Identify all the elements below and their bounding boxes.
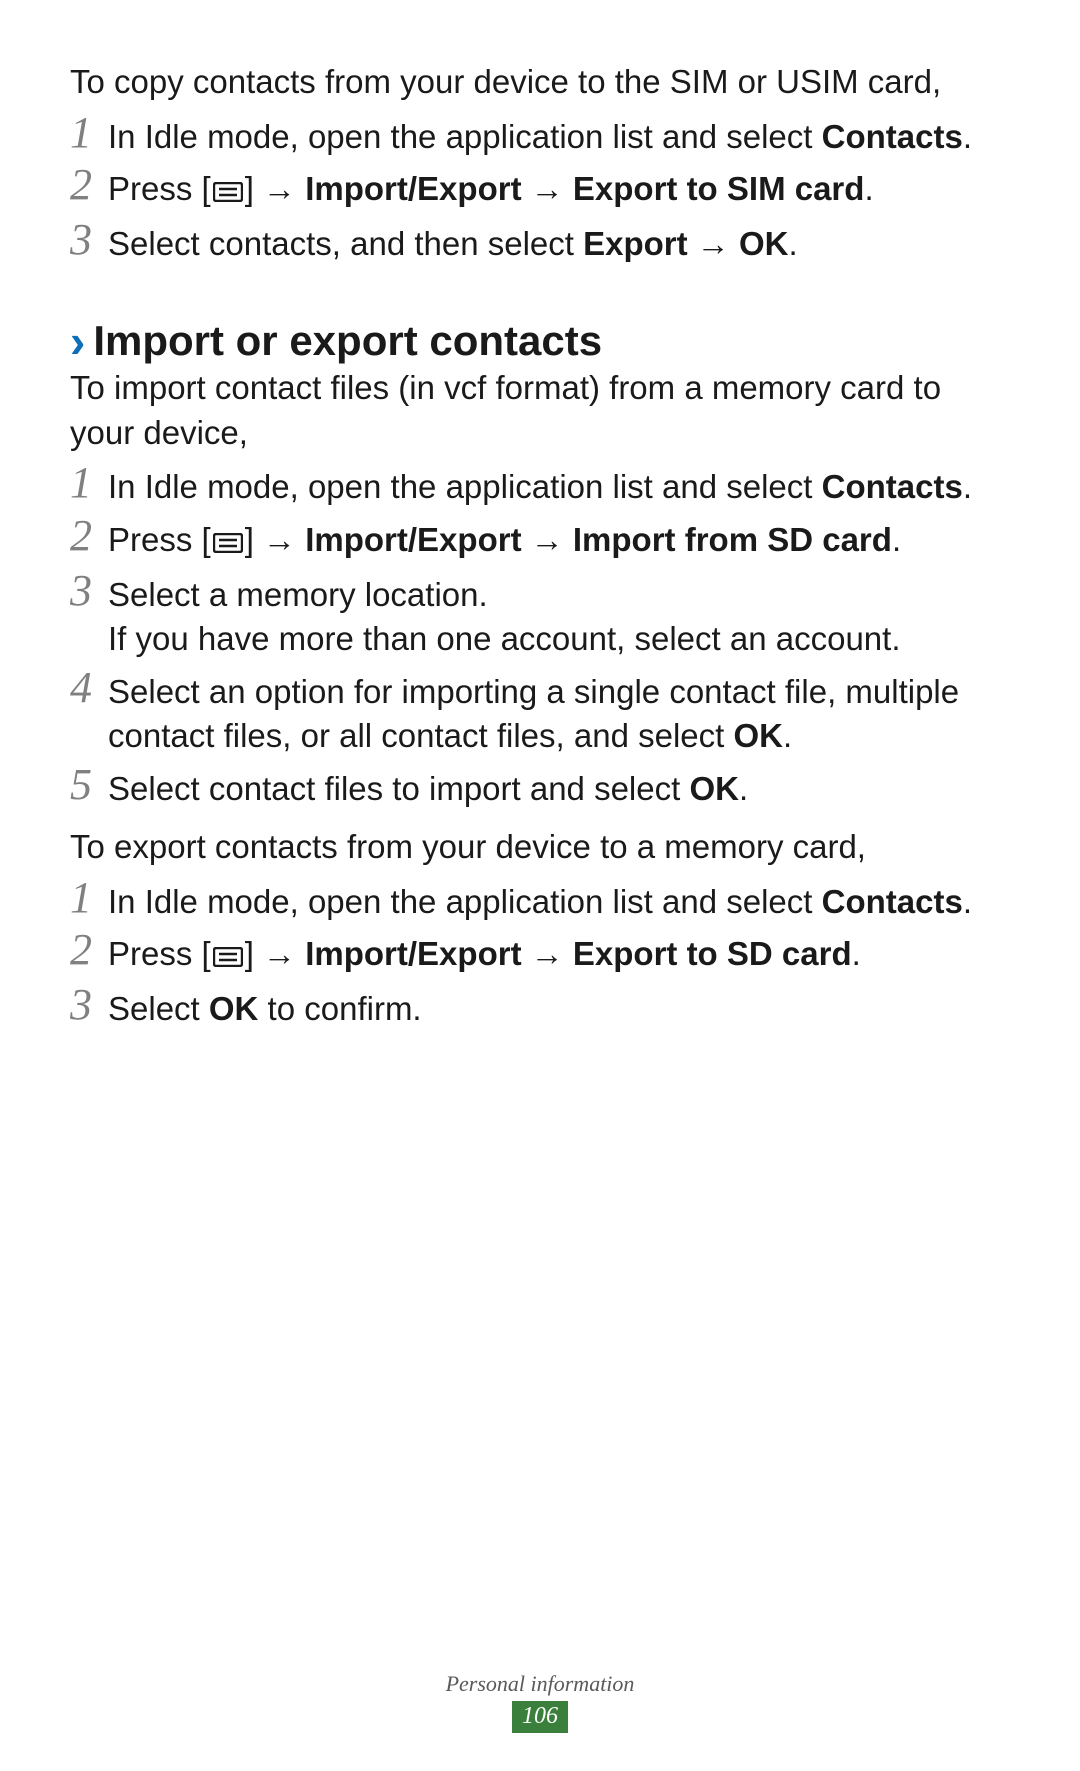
step: 3 Select OK to confirm.: [70, 987, 1010, 1032]
step: 2 Press [] → Import/Export → Export to S…: [70, 167, 1010, 214]
text: Select contact files to import and selec…: [108, 770, 689, 807]
bold-text: Contacts: [822, 468, 963, 505]
manual-page: To copy contacts from your device to the…: [0, 0, 1080, 1771]
text: Press [: [108, 521, 211, 558]
step: 3 Select a memory location. If you have …: [70, 573, 1010, 662]
step: 1 In Idle mode, open the application lis…: [70, 880, 1010, 925]
step-text: Select contact files to import and selec…: [108, 767, 1010, 812]
bold-text: OK: [733, 717, 783, 754]
bold-text: Import/Export → Export to SIM card: [305, 170, 864, 207]
text: Select: [108, 990, 209, 1027]
text: Select a memory location.: [108, 576, 488, 613]
step-number: 3: [70, 983, 108, 1027]
text: .: [892, 521, 901, 558]
text: ] →: [245, 935, 306, 972]
step-text: Select OK to confirm.: [108, 987, 1010, 1032]
step-text: In Idle mode, open the application list …: [108, 115, 1010, 160]
intro-export-to-card: To export contacts from your device to a…: [70, 825, 1010, 870]
step-text: Press [ ] → Import/Export → Export to SIM…: [108, 167, 1010, 214]
text: ] →: [245, 170, 306, 207]
step: 3 Select contacts, and then select Expor…: [70, 222, 1010, 267]
text: .: [852, 935, 861, 972]
step-text: Select an option for importing a single …: [108, 670, 1010, 759]
step: 5 Select contact files to import and sel…: [70, 767, 1010, 812]
step-number: 1: [70, 111, 108, 155]
bold-text: OK: [209, 990, 259, 1027]
text: In Idle mode, open the application list …: [108, 118, 822, 155]
step-text: Select contacts, and then select Export …: [108, 222, 1010, 267]
page-number-badge: 106: [512, 1701, 568, 1733]
step-text: Select a memory location. If you have mo…: [108, 573, 1010, 662]
bold-text: OK: [689, 770, 739, 807]
step-number: 3: [70, 218, 108, 262]
step-number: 2: [70, 928, 108, 972]
bold-text: Import/Export → Export to SD card: [305, 935, 851, 972]
text: In Idle mode, open the application list …: [108, 883, 822, 920]
step-text: Press [ ] → Import/Export → Export to SD …: [108, 932, 1010, 979]
menu-icon: [213, 169, 243, 214]
step-number: 4: [70, 666, 108, 710]
section-title: Import or export contacts: [93, 318, 602, 364]
step-number: 1: [70, 876, 108, 920]
menu-icon: [213, 934, 243, 979]
text: .: [783, 717, 792, 754]
step: 1 In Idle mode, open the application lis…: [70, 465, 1010, 510]
step: 2 Press [] → Import/Export → Import from…: [70, 518, 1010, 565]
text: .: [963, 883, 972, 920]
step-number: 3: [70, 569, 108, 613]
text: If you have more than one account, selec…: [108, 620, 901, 657]
text: Press [: [108, 170, 211, 207]
text: .: [963, 118, 972, 155]
step: 1 In Idle mode, open the application lis…: [70, 115, 1010, 160]
step-number: 2: [70, 514, 108, 558]
text: .: [864, 170, 873, 207]
menu-icon: [213, 520, 243, 565]
text: .: [963, 468, 972, 505]
bold-text: Contacts: [822, 883, 963, 920]
page-footer: Personal information 106: [0, 1671, 1080, 1733]
bold-text: Contacts: [822, 118, 963, 155]
section-heading: › Import or export contacts: [70, 318, 1010, 364]
step: 2 Press [] → Import/Export → Export to S…: [70, 932, 1010, 979]
step: 4 Select an option for importing a singl…: [70, 670, 1010, 759]
intro-copy-to-sim: To copy contacts from your device to the…: [70, 60, 1010, 105]
text: Select contacts, and then select: [108, 225, 583, 262]
step-text: Press [ ] → Import/Export → Import from S…: [108, 518, 1010, 565]
chevron-icon: ›: [70, 318, 85, 364]
intro-import-from-card: To import contact files (in vcf format) …: [70, 366, 1010, 455]
bold-text: Import/Export → Import from SD card: [305, 521, 892, 558]
text: .: [739, 770, 748, 807]
step-number: 5: [70, 763, 108, 807]
text: Select an option for importing a single …: [108, 673, 959, 755]
text: to confirm.: [258, 990, 421, 1027]
step-text: In Idle mode, open the application list …: [108, 880, 1010, 925]
step-text: In Idle mode, open the application list …: [108, 465, 1010, 510]
bold-text: Export → OK: [583, 225, 788, 262]
text: .: [788, 225, 797, 262]
step-number: 2: [70, 163, 108, 207]
step-number: 1: [70, 461, 108, 505]
text: ] →: [245, 521, 306, 558]
footer-section-label: Personal information: [0, 1671, 1080, 1697]
text: Press [: [108, 935, 211, 972]
text: In Idle mode, open the application list …: [108, 468, 822, 505]
